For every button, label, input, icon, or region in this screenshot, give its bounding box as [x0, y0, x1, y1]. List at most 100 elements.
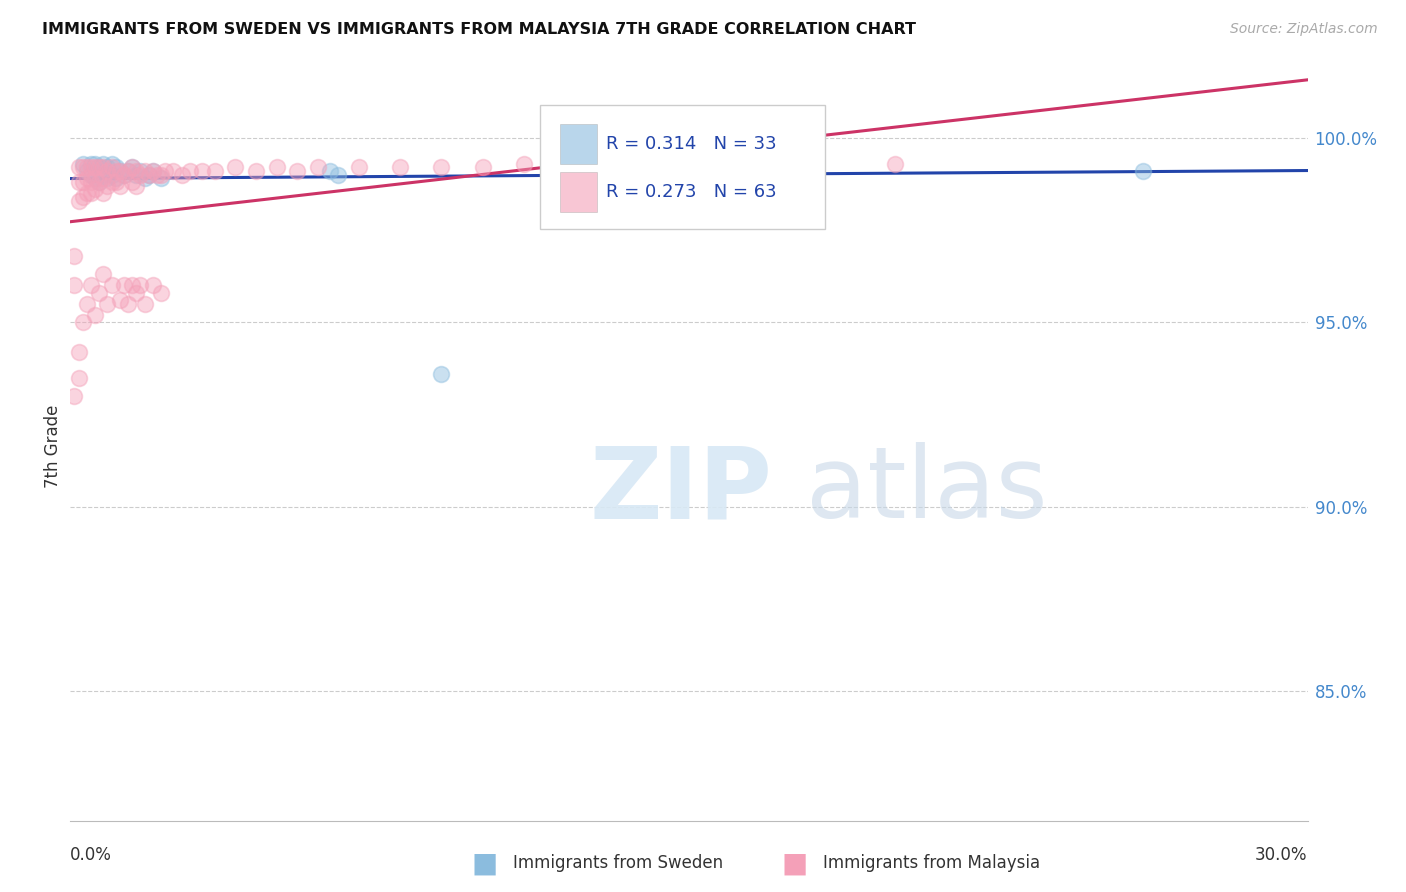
Text: 30.0%: 30.0% [1256, 846, 1308, 863]
Point [129, 164, 152, 178]
Point [91, 268, 114, 282]
Point [104, 164, 127, 178]
Point [319, 164, 342, 178]
Point [100, 156, 122, 170]
Point [204, 164, 226, 178]
Point [80, 156, 103, 170]
Point [89, 285, 111, 300]
Point [129, 168, 152, 182]
Point [104, 175, 127, 189]
Point [138, 168, 160, 182]
Point [146, 168, 169, 182]
Point [84, 156, 107, 170]
Point [108, 293, 131, 308]
Point [84, 308, 107, 322]
Point [76, 186, 98, 201]
Point [63, 389, 86, 403]
Point [884, 156, 907, 170]
Point [129, 278, 152, 293]
Point [89, 161, 111, 175]
Point [91, 171, 114, 186]
Point [153, 164, 176, 178]
Point [96, 164, 118, 178]
Point [117, 164, 139, 178]
Point [347, 161, 370, 175]
Point [138, 168, 160, 182]
Text: atlas: atlas [807, 442, 1047, 540]
Text: 0.0%: 0.0% [70, 846, 112, 863]
Point [718, 161, 741, 175]
Point [150, 285, 173, 300]
Point [134, 297, 156, 311]
Point [108, 178, 131, 193]
Point [112, 168, 135, 182]
Point [134, 164, 156, 178]
Point [513, 156, 536, 170]
Point [80, 186, 103, 201]
Point [104, 161, 127, 175]
Point [134, 171, 156, 186]
FancyBboxPatch shape [560, 172, 598, 212]
Point [96, 171, 118, 186]
Point [67, 370, 90, 384]
Point [80, 175, 103, 189]
Point [72, 175, 94, 189]
Point [718, 168, 741, 182]
Text: R = 0.273   N = 63: R = 0.273 N = 63 [606, 183, 776, 201]
Text: IMMIGRANTS FROM SWEDEN VS IMMIGRANTS FROM MALAYSIA 7TH GRADE CORRELATION CHART: IMMIGRANTS FROM SWEDEN VS IMMIGRANTS FRO… [42, 22, 917, 37]
Point [72, 190, 94, 204]
Text: Immigrants from Malaysia: Immigrants from Malaysia [823, 855, 1039, 872]
Y-axis label: 7th Grade: 7th Grade [44, 404, 62, 488]
Point [125, 164, 148, 178]
Point [84, 182, 107, 196]
Point [91, 168, 114, 182]
Point [91, 156, 114, 170]
Point [112, 168, 135, 182]
Text: ZIP: ZIP [591, 442, 773, 540]
Point [67, 194, 90, 208]
Point [96, 297, 118, 311]
Point [266, 161, 288, 175]
Point [285, 164, 308, 178]
Point [430, 367, 453, 381]
Point [328, 168, 350, 182]
Point [89, 175, 111, 189]
Point [80, 161, 103, 175]
Point [162, 164, 184, 178]
Point [72, 161, 94, 175]
Point [125, 178, 148, 193]
Point [67, 161, 90, 175]
Point [112, 278, 135, 293]
Point [80, 278, 103, 293]
Point [430, 161, 453, 175]
Point [100, 161, 122, 175]
Point [63, 278, 86, 293]
Point [471, 161, 494, 175]
Point [84, 171, 107, 186]
Point [740, 164, 762, 178]
Point [100, 175, 122, 189]
Point [224, 161, 246, 175]
Point [117, 297, 139, 311]
Point [104, 171, 127, 186]
Text: ■: ■ [472, 849, 498, 878]
Point [1132, 164, 1154, 178]
Point [63, 249, 86, 263]
Point [121, 161, 143, 175]
Point [100, 168, 122, 182]
Point [67, 344, 90, 359]
FancyBboxPatch shape [540, 105, 825, 228]
FancyBboxPatch shape [560, 124, 598, 164]
Point [142, 164, 165, 178]
Point [170, 168, 193, 182]
Point [125, 168, 148, 182]
Point [80, 168, 103, 182]
Point [179, 164, 201, 178]
Point [76, 161, 98, 175]
Point [91, 161, 114, 175]
Point [637, 161, 659, 175]
Point [96, 161, 118, 175]
Point [89, 161, 111, 175]
Point [76, 171, 98, 186]
Point [108, 164, 131, 178]
